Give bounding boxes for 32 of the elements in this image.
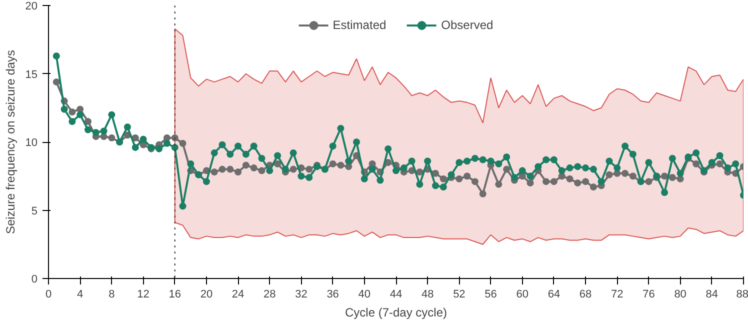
x-tick-label: 20: [200, 288, 213, 300]
x-tick-label: 84: [706, 288, 718, 300]
x-tick-label: 0: [45, 288, 52, 300]
x-tick-label: 52: [453, 288, 466, 300]
legend-label: Observed: [441, 18, 494, 32]
y-tick-label: 20: [25, 0, 38, 12]
y-tick-label: 5: [31, 205, 38, 218]
y-tick-label: 15: [25, 68, 38, 81]
x-tick-label: 68: [579, 288, 592, 300]
x-tick-label: 32: [295, 288, 308, 300]
x-tick-label: 44: [390, 288, 402, 300]
x-tick-label: 24: [232, 288, 244, 300]
x-tick-label: 40: [358, 288, 371, 300]
y-tick-label: 0: [31, 274, 38, 286]
x-tick-label: 8: [108, 288, 115, 300]
legend-label: Estimated: [332, 18, 386, 32]
x-tick-label: 48: [421, 288, 434, 300]
y-axis-title: Seizure frequency on seizure days: [3, 50, 18, 234]
x-axis-title: Cycle (7-day cycle): [344, 306, 448, 320]
x-tick-label: 16: [168, 288, 181, 300]
x-tick-label: 56: [484, 288, 497, 300]
x-tick-label: 60: [516, 288, 528, 300]
x-tick-label: 28: [264, 288, 276, 300]
x-tick-label: 72: [611, 288, 624, 300]
x-tick-label: 64: [548, 288, 560, 300]
x-tick-label: 12: [137, 288, 150, 300]
x-tick-label: 80: [674, 288, 686, 300]
x-tick-label: 4: [77, 288, 84, 300]
x-tick-label: 88: [736, 288, 748, 300]
x-tick-label: 76: [642, 288, 655, 300]
x-tick-label: 36: [326, 288, 339, 300]
y-tick-label: 10: [25, 137, 38, 149]
